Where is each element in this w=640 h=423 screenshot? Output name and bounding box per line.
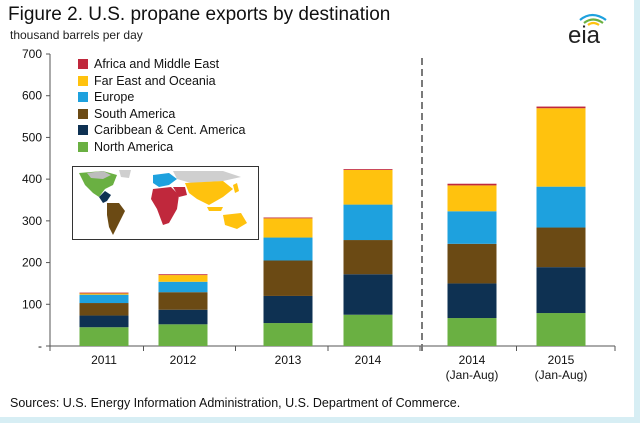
x-tick-label: (Jan-Aug) (446, 368, 499, 382)
map-asia (185, 181, 233, 205)
x-tick-label: (Jan-Aug) (535, 368, 588, 382)
bar-segment-africa_me (447, 183, 497, 186)
bar-segment-north_america (79, 327, 129, 346)
x-tick-label: 2011 (91, 353, 117, 367)
bar-segment-europe (536, 186, 586, 228)
map-south-america (107, 203, 125, 235)
bar-segment-north_america (536, 313, 586, 346)
bar-segment-europe (263, 237, 313, 261)
y-tick-label: 700 (22, 47, 42, 61)
y-tick-label: 400 (22, 172, 42, 186)
chart-subtitle: thousand barrels per day (10, 28, 143, 42)
legend-item: Africa and Middle East (78, 56, 245, 73)
bar-segment-caribbean (343, 274, 393, 315)
map-canada-gray (87, 171, 111, 179)
bar-segment-europe (158, 281, 208, 293)
bar-segment-south_america (447, 243, 497, 284)
bar-segment-south_america (343, 240, 393, 275)
bar-segment-africa_me (343, 169, 393, 170)
x-tick-label: 2013 (275, 353, 302, 367)
y-tick-label: - (38, 339, 42, 353)
map-russia (173, 171, 241, 183)
bar-segment-europe (79, 294, 129, 304)
bar-segment-caribbean (263, 295, 313, 324)
bar-segment-africa_me (263, 217, 313, 219)
bar-segment-far_east (158, 275, 208, 282)
world-map-icon (79, 170, 247, 235)
map-europe (153, 173, 177, 187)
bar-segment-north_america (263, 323, 313, 346)
eia-logo-text: eia (568, 22, 601, 49)
legend-swatch (78, 75, 88, 86)
legend-item: South America (78, 106, 245, 123)
legend-item: Europe (78, 89, 245, 106)
legend-label: Caribbean & Cent. America (94, 123, 246, 138)
map-australia (223, 213, 247, 229)
legend-label: Far East and Oceania (94, 73, 216, 88)
chart-title: Figure 2. U.S. propane exports by destin… (8, 4, 391, 25)
x-tick-label: 2012 (170, 353, 197, 367)
bar-segment-south_america (263, 260, 313, 296)
y-tick-label: 200 (22, 256, 42, 270)
map-indonesia (207, 207, 223, 211)
x-tick-label: 2014 (355, 353, 382, 367)
map-middle-east (173, 187, 187, 197)
bar-segment-caribbean (158, 309, 208, 325)
bar-segment-far_east (536, 108, 586, 187)
bar-segment-far_east (447, 185, 497, 212)
legend-item: Far East and Oceania (78, 73, 245, 90)
legend-item: North America (78, 139, 245, 156)
bar-segment-caribbean (79, 315, 129, 328)
legend-swatch (78, 125, 88, 136)
bar-segment-caribbean (536, 267, 586, 314)
bar-segment-north_america (158, 324, 208, 346)
bar-segment-caribbean (447, 283, 497, 319)
bar-segment-south_america (536, 227, 586, 268)
map-north-america (79, 171, 117, 197)
y-tick-label: 600 (22, 89, 42, 103)
legend-swatch (78, 92, 88, 103)
legend-label: Africa and Middle East (94, 57, 220, 72)
eia-logo-icon (579, 13, 607, 26)
y-tick-label: 100 (22, 297, 42, 311)
x-tick-label: 2015 (548, 353, 575, 367)
y-tick-label: 300 (22, 214, 42, 228)
bar-segment-africa_me (536, 106, 586, 109)
map-japan (233, 183, 239, 193)
world-map-inset (72, 166, 259, 240)
bar-segment-north_america (343, 314, 393, 346)
bar-segment-far_east (79, 293, 129, 295)
bar-segment-europe (343, 204, 393, 241)
map-greenland (119, 170, 131, 178)
bar-segment-far_east (343, 169, 393, 205)
legend-swatch (78, 59, 88, 70)
legend-swatch (78, 141, 88, 152)
bar-segment-south_america (158, 292, 208, 310)
x-tick-label: 2014 (459, 353, 486, 367)
source-note: Sources: U.S. Energy Information Adminis… (10, 396, 461, 410)
legend-label: Europe (94, 90, 135, 105)
legend-swatch (78, 108, 88, 119)
legend-label: South America (94, 106, 176, 121)
map-africa (151, 187, 179, 225)
map-central-america (99, 191, 111, 203)
bar-segment-europe (447, 211, 497, 244)
bar-segment-africa_me (79, 292, 129, 294)
bar-segment-south_america (79, 303, 129, 316)
chart-legend: Africa and Middle East Far East and Ocean… (78, 56, 245, 155)
legend-label: North America (94, 139, 174, 154)
bar-segment-far_east (263, 218, 313, 238)
bar-segment-north_america (447, 318, 497, 346)
bar-segment-africa_me (158, 274, 208, 276)
y-tick-label: 500 (22, 130, 42, 144)
legend-item: Caribbean & Cent. America (78, 122, 245, 139)
